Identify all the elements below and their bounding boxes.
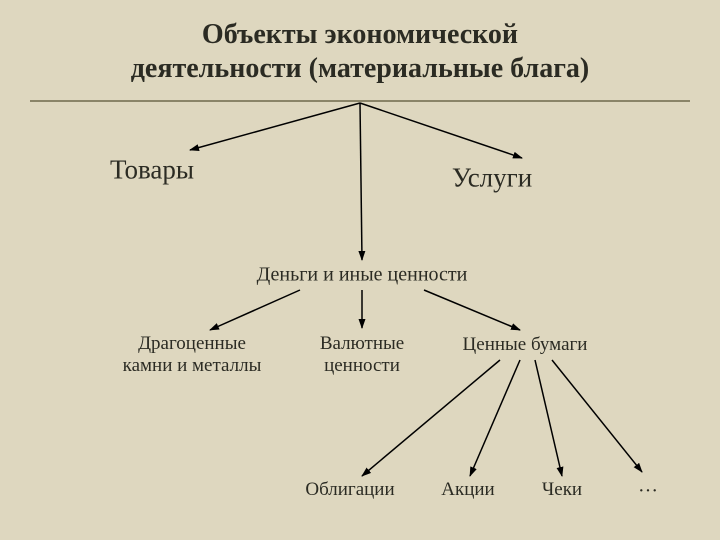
node-goods: Товары <box>110 155 194 186</box>
node-currency: Валютные ценности <box>320 333 404 377</box>
diagram-canvas: Объекты экономической деятельности (мате… <box>0 0 720 540</box>
node-money: Деньги и иные ценности <box>257 264 468 287</box>
node-stocks: Акции <box>441 479 494 501</box>
node-securities: Ценные бумаги <box>463 334 588 356</box>
title-divider <box>30 100 690 102</box>
diagram-title: Объекты экономической деятельности (мате… <box>0 18 720 85</box>
node-bonds: Облигации <box>305 479 394 501</box>
node-gems: Драгоценные камни и металлы <box>123 333 262 377</box>
node-cheques: Чеки <box>542 479 582 501</box>
node-services: Услуги <box>452 163 532 194</box>
node-ellipsis: … <box>638 475 658 498</box>
